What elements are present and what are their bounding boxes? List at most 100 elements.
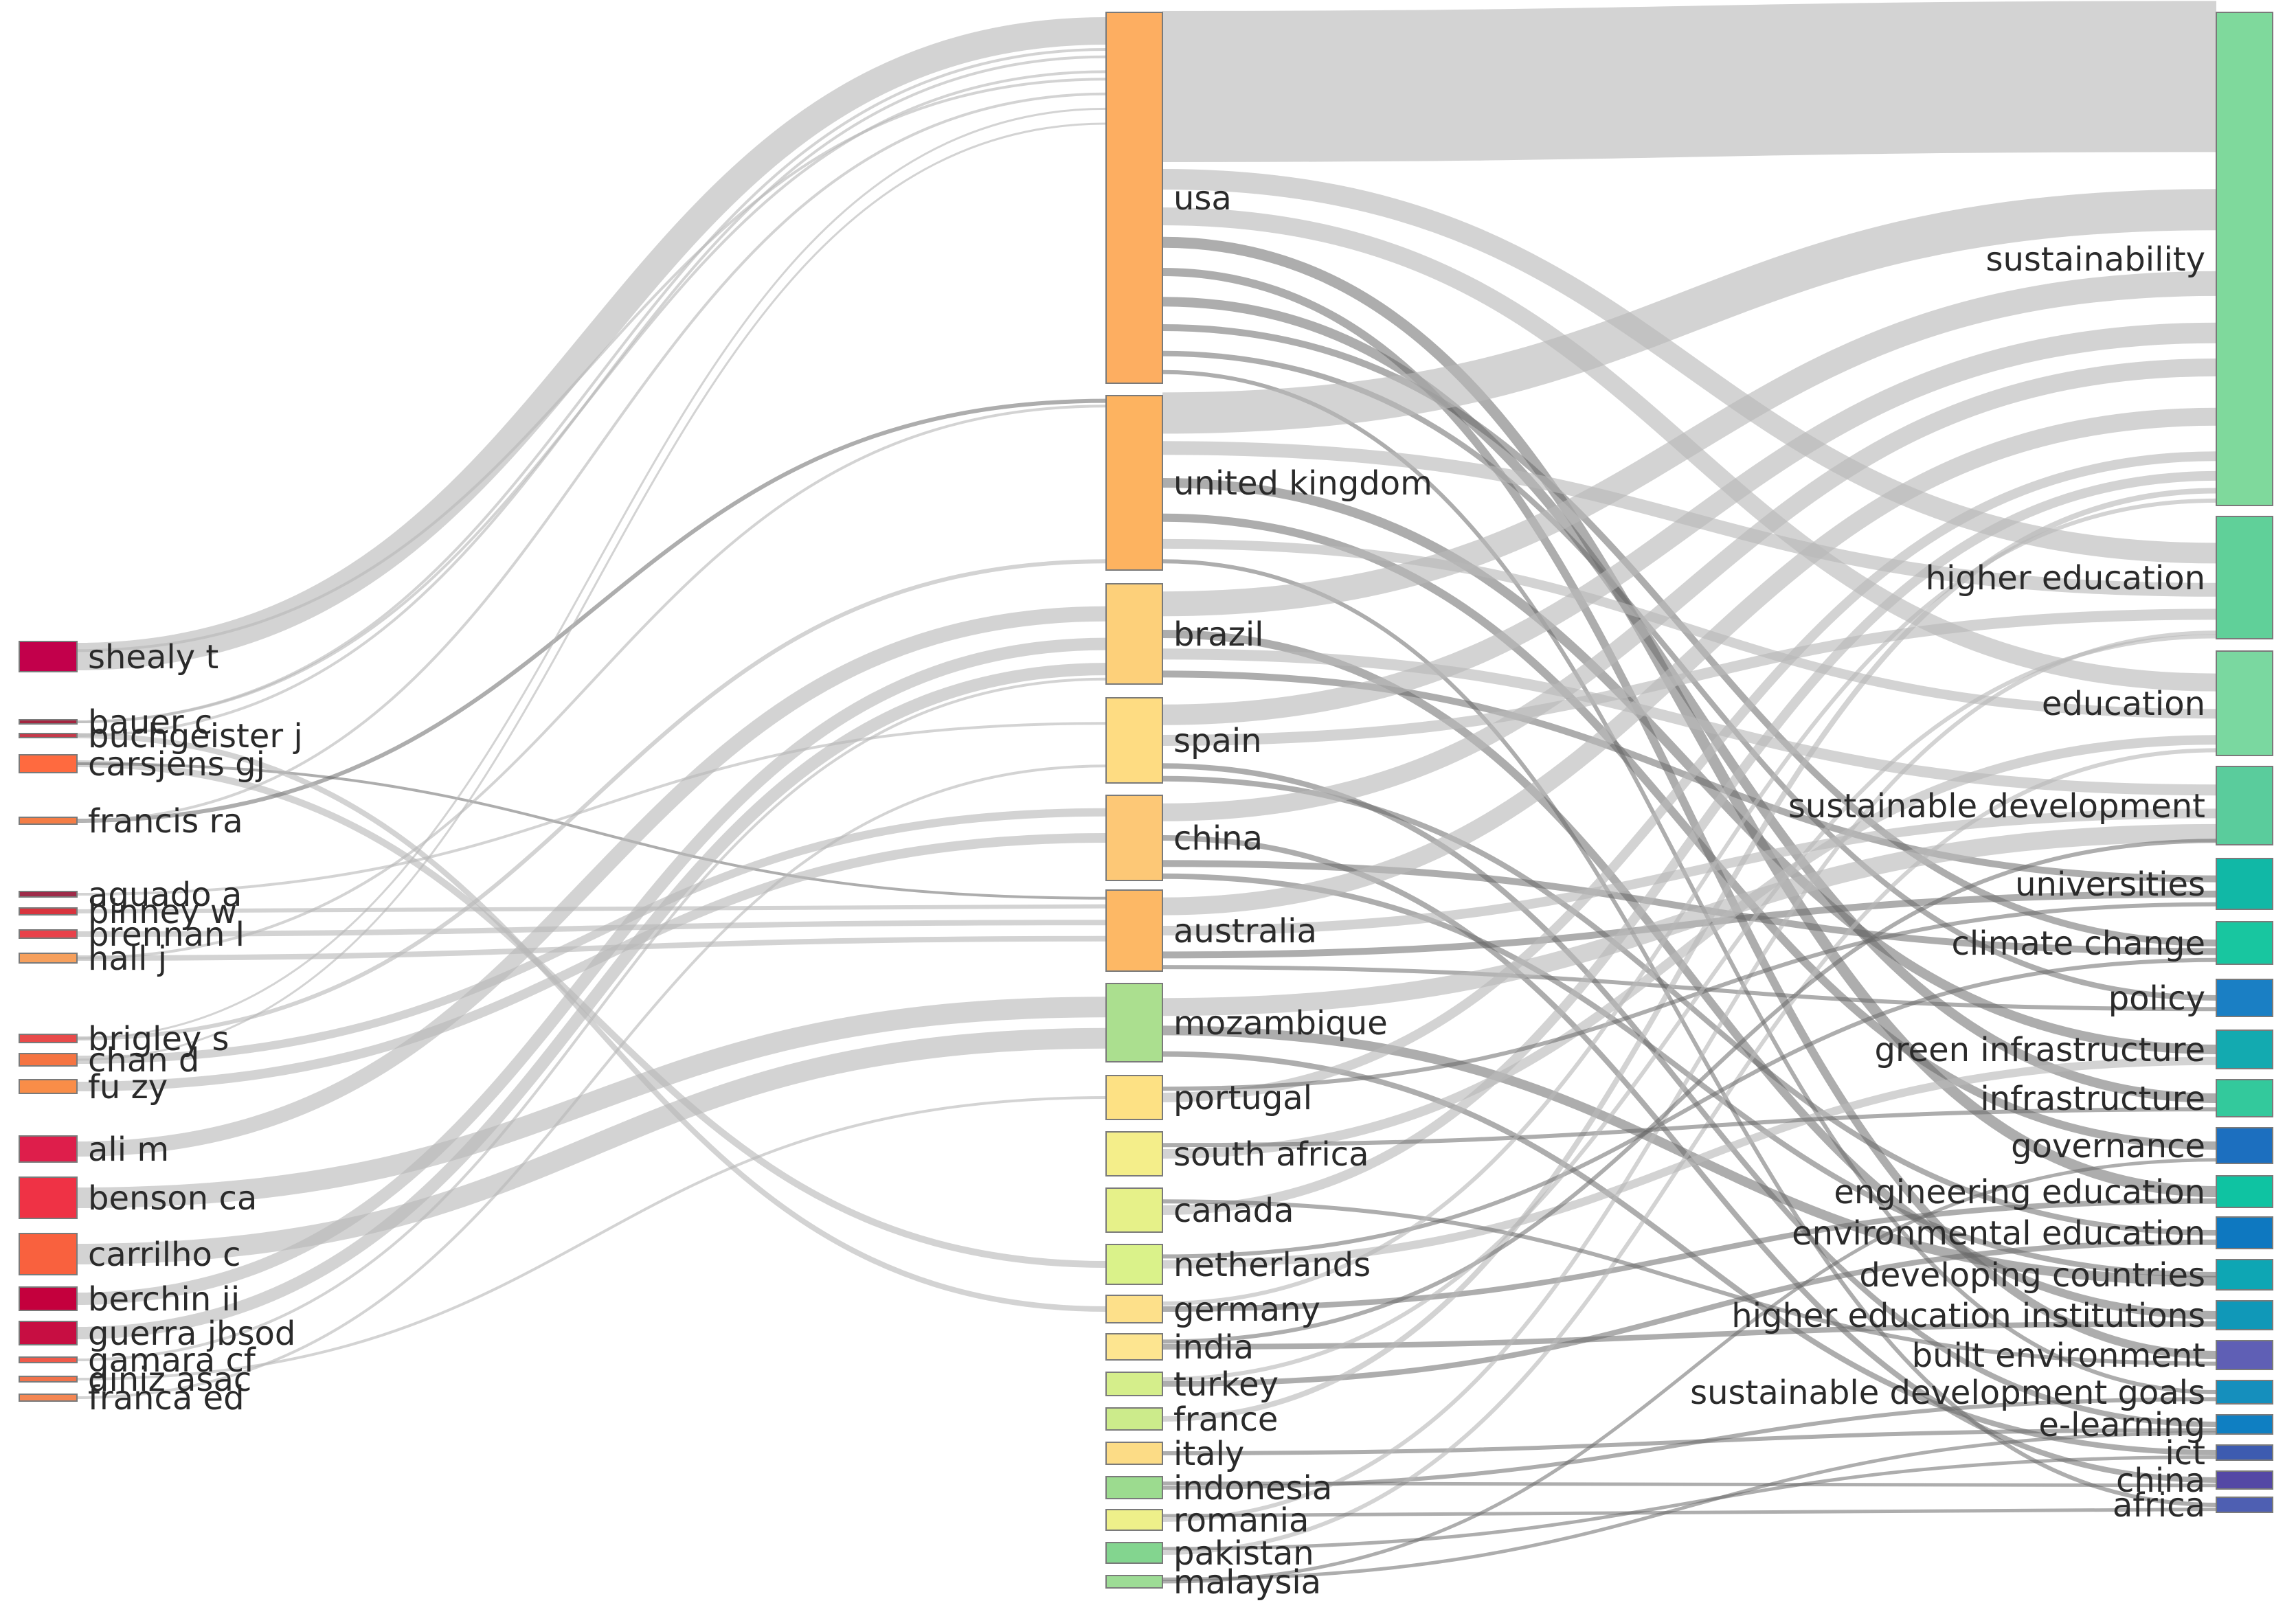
node-bar (2216, 1127, 2273, 1164)
node-bar (19, 929, 78, 939)
node-label: guerra jbsod (88, 1315, 295, 1353)
node-c-canada[interactable]: canada (1105, 1187, 1294, 1233)
node-c-uk[interactable]: united kingdom (1105, 395, 1432, 571)
node-c-portugal[interactable]: portugal (1105, 1075, 1312, 1120)
node-k-governance[interactable]: governance (2011, 1127, 2273, 1166)
node-k-sustdev[interactable]: sustainable development (1788, 766, 2273, 845)
node-c-china[interactable]: china (1105, 795, 1263, 881)
flow-a_ali-c_brazil (76, 606, 1107, 1157)
flow-c_china-k_sustainability (1162, 358, 2217, 821)
node-c-turkey[interactable]: turkey (1105, 1365, 1279, 1404)
node-bar (1105, 1244, 1163, 1285)
node-k-envedu[interactable]: environmental education (1792, 1214, 2273, 1253)
flow-c_usa-k_builtenv (1162, 268, 2217, 1359)
node-bar (19, 641, 78, 672)
node-c-italy[interactable]: italy (1105, 1435, 1244, 1473)
node-a-franca[interactable]: franca ed (19, 1379, 245, 1418)
flow-a_brigley-c_uk (76, 559, 1107, 1041)
node-c-netherlands[interactable]: netherlands (1105, 1244, 1371, 1285)
node-k-builtenv[interactable]: built environment (1912, 1337, 2273, 1375)
node-bar (19, 1321, 78, 1345)
node-k-china[interactable]: china (2116, 1462, 2273, 1500)
node-c-france[interactable]: france (1105, 1400, 1278, 1439)
node-bar (19, 1053, 78, 1067)
node-k-infrastructure[interactable]: infrastructure (1980, 1079, 2273, 1118)
flow-a_bauer-c_usa (76, 48, 1107, 723)
node-c-australia[interactable]: australia (1105, 889, 1317, 972)
node-a-shealy[interactable]: shealy t (19, 638, 218, 677)
node-a-carrilho[interactable]: carrilho c (19, 1233, 241, 1275)
node-k-sdgs[interactable]: sustainable development goals (1690, 1374, 2273, 1412)
node-label: indonesia (1173, 1469, 1332, 1508)
flow-c_usa-k_sustainability (1162, 1, 2217, 162)
node-c-brazil[interactable]: brazil (1105, 583, 1263, 685)
node-a-brigley[interactable]: brigley s (19, 1020, 229, 1058)
node-label: hall j (88, 940, 167, 978)
node-label: mozambique (1173, 1004, 1388, 1043)
node-bar (19, 1356, 78, 1363)
flow-a_brigley-c_usa (76, 107, 1107, 1040)
node-a-fu[interactable]: fu zy (19, 1068, 168, 1106)
node-c-southafrica[interactable]: south africa (1105, 1131, 1369, 1176)
node-label: aguado a (88, 876, 242, 914)
flow-c_romania-k_africa (1162, 1508, 2217, 1518)
flow-c_romania-k_highered (1162, 630, 2217, 1522)
node-c-usa[interactable]: usa (1105, 12, 1232, 384)
node-a-carsjens[interactable]: carsjens gj (19, 745, 265, 784)
node-label: pakistan (1173, 1534, 1314, 1573)
node-k-developing[interactable]: developing countries (1859, 1256, 2273, 1295)
node-c-mozambique[interactable]: mozambique (1105, 983, 1388, 1062)
node-bar (1105, 795, 1163, 881)
flow-c_germany-k_engedu (1162, 1198, 2217, 1312)
node-k-climate[interactable]: climate change (1952, 921, 2273, 965)
node-label: education (2042, 685, 2205, 723)
node-a-chan[interactable]: chan d (19, 1041, 199, 1080)
flow-c_usa-k_highered (1162, 169, 2217, 564)
node-c-indonesia[interactable]: indonesia (1105, 1469, 1332, 1508)
node-c-germany[interactable]: germany (1105, 1291, 1320, 1329)
node-k-africa[interactable]: africa (2113, 1486, 2273, 1525)
node-k-greeninfra[interactable]: green infrastructure (1874, 1030, 2273, 1069)
node-k-highered[interactable]: higher education (1926, 516, 2273, 639)
node-bar (1105, 1442, 1163, 1465)
node-c-india[interactable]: india (1105, 1328, 1254, 1367)
node-label: diniz asac (88, 1361, 251, 1399)
node-c-malaysia[interactable]: malaysia (1105, 1563, 1321, 1602)
node-label: buchgeister j (88, 717, 303, 755)
node-label: india (1173, 1328, 1254, 1367)
node-k-engedu[interactable]: engineering education (1834, 1173, 2273, 1212)
flow-c_india-k_sustdev (1162, 839, 2217, 1344)
node-a-francis[interactable]: francis ra (19, 802, 243, 841)
flow-c_germany-k_sustainability (1162, 498, 2217, 1306)
flow-c_pakistan-k_ict (1162, 1455, 2217, 1551)
node-k-ict[interactable]: ict (2165, 1434, 2273, 1473)
country-keyword-flows (1162, 1, 2217, 1584)
node-a-guerra[interactable]: guerra jbsod (19, 1315, 295, 1353)
node-label: sustainable development (1788, 787, 2205, 826)
node-k-policy[interactable]: policy (2108, 979, 2273, 1018)
node-c-romania[interactable]: romania (1105, 1501, 1309, 1540)
node-label: brazil (1173, 615, 1263, 654)
node-k-universities[interactable]: universities (2015, 858, 2273, 910)
node-label: australia (1173, 912, 1317, 951)
node-label: governance (2011, 1127, 2205, 1166)
node-a-benson[interactable]: benson ca (19, 1176, 257, 1219)
node-k-education[interactable]: education (2042, 650, 2273, 756)
node-bar (19, 1376, 78, 1383)
node-a-hall[interactable]: hall j (19, 940, 167, 978)
node-k-elearning[interactable]: e-learning (2038, 1406, 2273, 1444)
node-a-binney[interactable]: binney w (19, 893, 237, 931)
node-a-ali[interactable]: ali m (19, 1130, 169, 1169)
node-a-brennan[interactable]: brennan l (19, 916, 245, 954)
node-a-diniz[interactable]: diniz asac (19, 1361, 251, 1399)
node-k-sustainability[interactable]: sustainability (1985, 12, 2273, 506)
node-c-pakistan[interactable]: pakistan (1105, 1534, 1314, 1573)
node-c-spain[interactable]: spain (1105, 697, 1262, 784)
node-a-gamara[interactable]: gamara cf (19, 1341, 256, 1380)
node-a-berchin[interactable]: berchin ii (19, 1280, 240, 1319)
node-k-hei[interactable]: higher education institutions (1731, 1297, 2273, 1335)
node-a-buchgeister[interactable]: buchgeister j (19, 717, 303, 755)
node-bar (2216, 1259, 2273, 1291)
node-a-bauer[interactable]: bauer c (19, 703, 212, 742)
node-a-aguado[interactable]: aguado a (19, 876, 242, 914)
